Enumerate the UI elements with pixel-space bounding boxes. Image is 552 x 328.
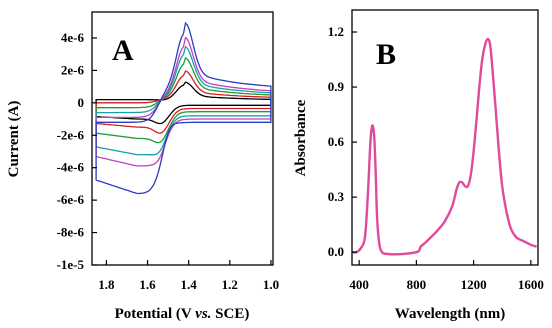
panel-b-x-tick-label: 1200 [461, 277, 487, 292]
panel-b-x-tick-label: 1600 [518, 277, 544, 292]
panel-a-y-tick-label: 2e-6 [61, 62, 85, 77]
panel-a-cv-trace-3 [95, 57, 272, 144]
panel-a-x-tick-label: 1.6 [139, 277, 156, 292]
panel-a-x-axis-title: Potential (V vs. SCE) [115, 306, 250, 322]
panel-a-curves [95, 21, 272, 195]
panel-a-cv-trace-6 [95, 21, 272, 195]
panel-a-y-tick-label: -4e-6 [57, 160, 85, 175]
panel-b: 400 800 1200 1600 0.0 0.3 0.6 0.9 1.2 B Wavelen… [293, 9, 544, 322]
panel-b-y-tick-label: 1.2 [328, 24, 344, 39]
panel-a-y-tick-label: -8e-6 [57, 225, 85, 240]
panel-a-x-ticks: 1.8 1.6 1.4 1.2 1.0 [98, 260, 279, 292]
panel-b-x-axis-title: Wavelength (nm) [395, 306, 505, 322]
panel-a-x-tick-label: 1.4 [181, 277, 198, 292]
panel-a-y-ticks: 4e-6 2e-6 0 -2e-6 -4e-6 -6e-6 -8e-6 -1e-5 [57, 30, 97, 272]
panel-a-y-tick-label: -1e-5 [57, 257, 85, 272]
panel-a-y-axis-title: Current (A) [6, 101, 22, 178]
panel-b-absorbance-curve [352, 37, 538, 256]
panel-a: 1.8 1.6 1.4 1.2 1.0 4e-6 2e-6 0 -2e-6 -4e-6 -6e-6… [6, 11, 279, 322]
panel-b-x-tick-label: 800 [407, 277, 427, 292]
panel-b-x-ticks: 400 800 1200 1600 [349, 260, 544, 292]
panel-b-y-tick-label: 0.3 [328, 189, 345, 204]
panel-b-y-tick-label: 0.6 [328, 134, 345, 149]
panel-a-x-tick-label: 1.0 [263, 277, 279, 292]
panel-b-plot-frame [351, 9, 539, 266]
panel-a-y-tick-label: 4e-6 [61, 30, 85, 45]
panel-a-plot-frame [91, 11, 274, 266]
panel-b-letter: B [376, 38, 396, 71]
panel-b-x-tick-label: 400 [349, 277, 369, 292]
panel-a-x-tick-label: 1.8 [98, 277, 115, 292]
panel-b-y-tick-label: 0.9 [328, 79, 345, 94]
panel-a-y-tick-label: 0 [78, 95, 85, 110]
panel-b-y-ticks: 0.0 0.3 0.6 0.9 1.2 [328, 24, 357, 259]
panel-a-x-tick-label: 1.2 [222, 277, 238, 292]
panel-a-y-tick-label: -6e-6 [57, 192, 85, 207]
panel-b-y-tick-label: 0.0 [328, 244, 344, 259]
panel-a-letter: A [112, 34, 134, 67]
panel-a-y-tick-label: -2e-6 [57, 127, 85, 142]
panel-a-cv-trace-2 [95, 70, 272, 134]
panel-b-y-axis-title: Absorbance [293, 99, 309, 176]
